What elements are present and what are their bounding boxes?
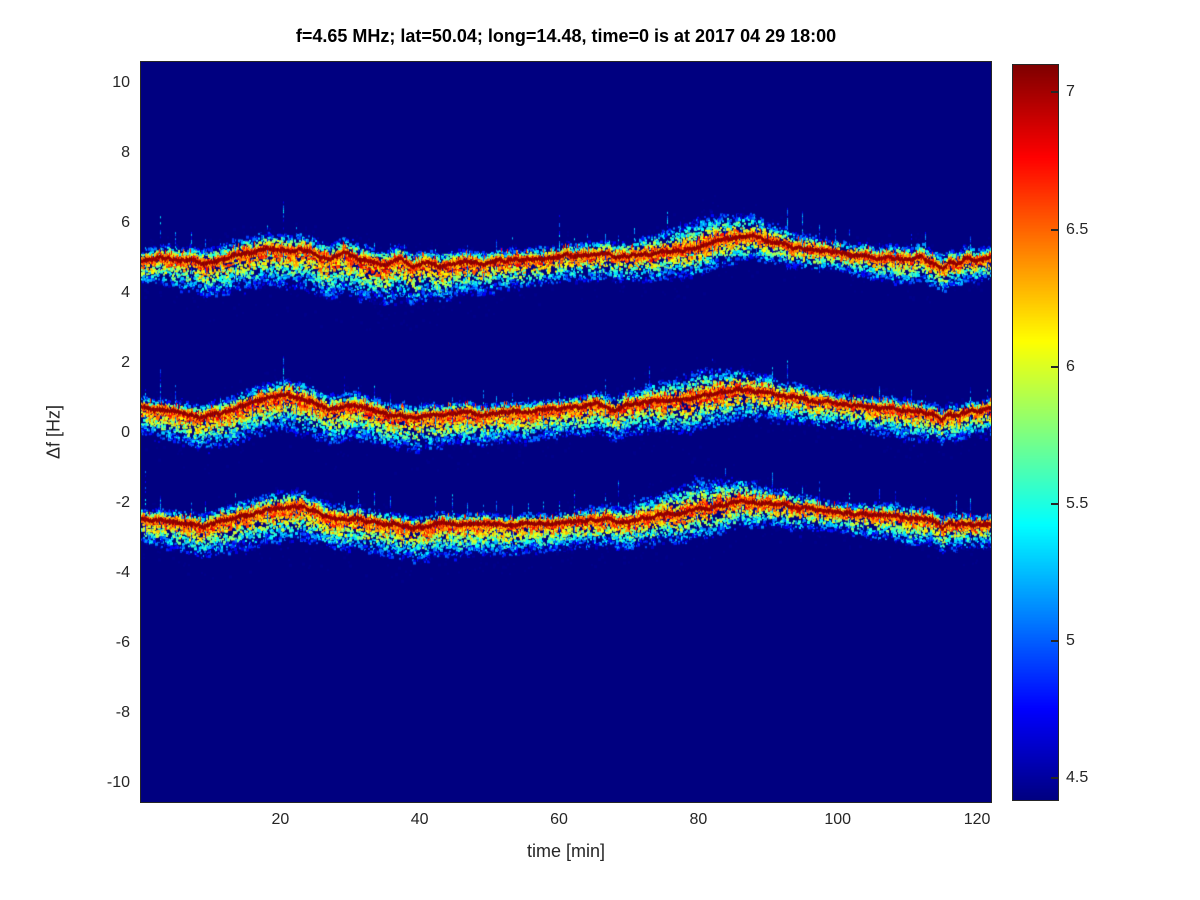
plot-area [140, 61, 992, 803]
colorbar-tick-mark [1051, 228, 1058, 231]
x-tick-label: 60 [550, 811, 568, 828]
y-tick-label: -10 [106, 774, 130, 792]
y-tick-label: -4 [115, 564, 130, 582]
y-tick-label: 2 [121, 354, 130, 372]
colorbar-tick-label: 6.5 [1066, 220, 1089, 238]
plot-title: f=4.65 MHz; lat=50.04; long=14.48, time=… [295, 26, 837, 46]
y-tick-label: -6 [115, 634, 130, 652]
spectrogram-canvas [141, 62, 991, 802]
y-tick-label: -8 [115, 704, 130, 722]
y-tick-label: 6 [121, 214, 130, 232]
colorbar-tick-label: 4.5 [1066, 769, 1089, 787]
y-tick-label: -2 [115, 494, 130, 512]
x-tick-label: 20 [271, 811, 290, 828]
colorbar-tick-mark [1051, 91, 1058, 94]
colorbar [1012, 64, 1059, 801]
colorbar-tick-label: 7 [1066, 83, 1075, 101]
colorbar-tick-mark [1051, 777, 1058, 780]
x-axis-label: time [min] [526, 841, 605, 861]
y-tick-label: 10 [112, 74, 130, 91]
colorbar-tick-label: 5 [1066, 631, 1075, 649]
colorbar-tick-label: 5.5 [1066, 494, 1089, 512]
colorbar-tick-mark [1051, 639, 1058, 642]
colorbar-tick-label: 6 [1066, 357, 1075, 375]
x-tick-label: 40 [410, 811, 429, 828]
x-tick-label: 100 [824, 811, 852, 828]
colorbar-tick-mark [1051, 365, 1058, 368]
y-tick-label: 8 [121, 144, 130, 161]
colorbar-canvas [1013, 65, 1058, 800]
y-axis-label: Δf [Hz] [43, 404, 64, 460]
x-tick-label: 80 [689, 811, 708, 828]
y-tick-label: 0 [121, 424, 130, 442]
colorbar-tick-mark [1051, 502, 1058, 505]
x-tick-label: 120 [963, 811, 991, 828]
y-tick-label: 4 [121, 284, 130, 302]
